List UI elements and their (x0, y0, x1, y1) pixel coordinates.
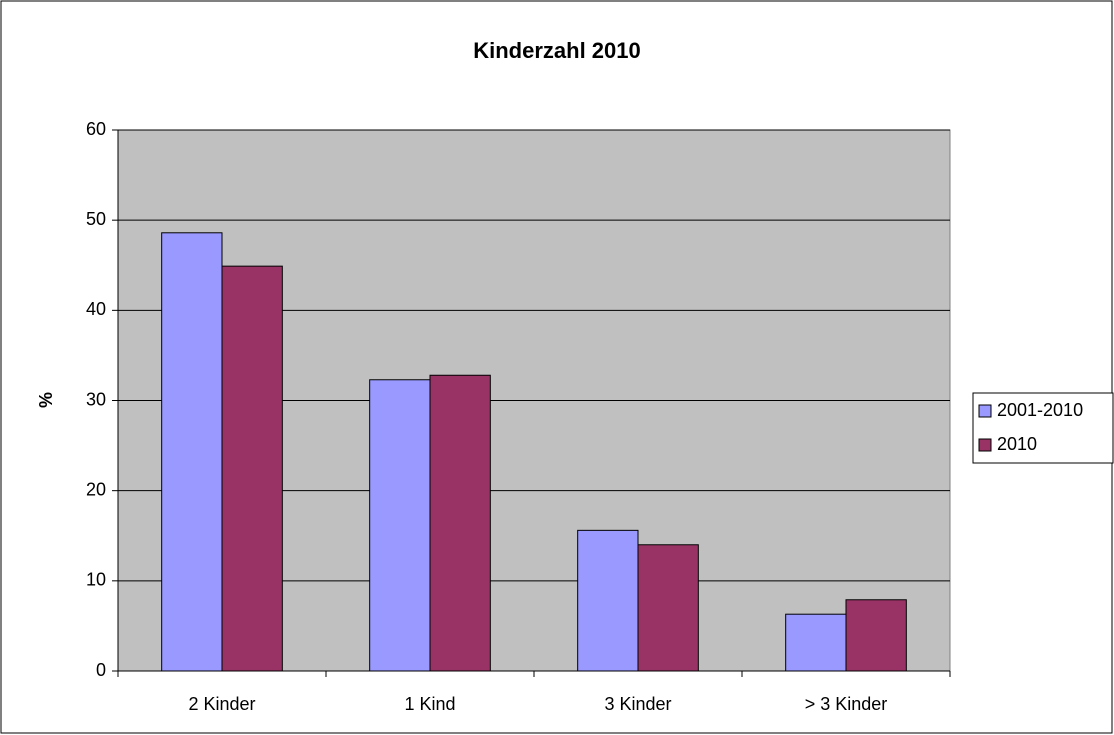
y-tick-label: 50 (86, 209, 106, 229)
bar (429, 374, 491, 672)
bar (637, 544, 699, 672)
legend-box (972, 392, 1114, 464)
legend-label: 2010 (997, 434, 1037, 454)
legend-swatch (978, 404, 992, 418)
bar (221, 265, 283, 672)
y-tick-label: 30 (86, 389, 106, 409)
bar (845, 599, 907, 672)
bar (577, 529, 639, 672)
y-tick-label: 40 (86, 299, 106, 319)
y-tick-label: 10 (86, 570, 106, 590)
y-tick-label: 60 (86, 119, 106, 139)
y-axis-label: % (36, 392, 56, 408)
legend-swatch (978, 438, 992, 452)
y-tick-label: 20 (86, 479, 106, 499)
y-tick-label: 0 (96, 660, 106, 680)
bar (369, 379, 431, 672)
x-tick-label: 2 Kinder (188, 694, 255, 714)
x-tick-label: 3 Kinder (604, 694, 671, 714)
x-tick-label: > 3 Kinder (805, 694, 888, 714)
chart-title: Kinderzahl 2010 (473, 38, 641, 63)
x-tick-label: 1 Kind (404, 694, 455, 714)
bar (161, 232, 223, 672)
legend-label: 2001-2010 (997, 400, 1083, 420)
bar (785, 613, 847, 672)
